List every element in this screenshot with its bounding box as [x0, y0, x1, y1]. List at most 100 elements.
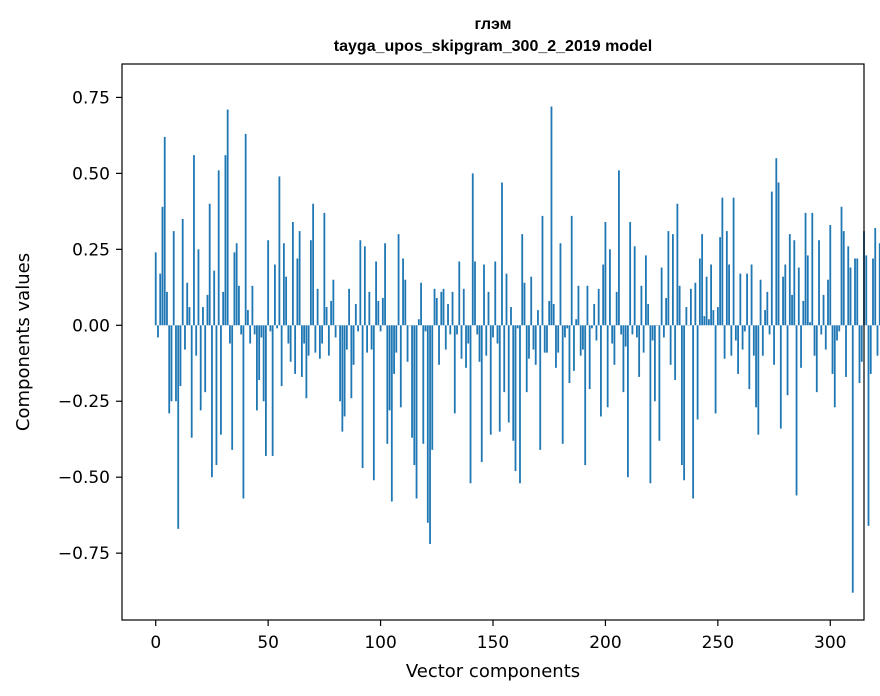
bar-119 — [422, 325, 425, 444]
bar-221 — [651, 325, 654, 341]
bar-166 — [528, 325, 530, 359]
bar-191 — [584, 325, 587, 466]
bar-173 — [543, 325, 546, 353]
bar-133 — [453, 325, 456, 414]
y-tick-label: 0.25 — [72, 240, 110, 260]
bar-189 — [579, 325, 582, 356]
bar-156 — [505, 273, 508, 326]
bar-281 — [786, 325, 789, 396]
bar-3 — [161, 206, 164, 326]
y-axis-ticks: −0.75 −0.50 −0.25 0.00 0.25 0.50 0.75 — [58, 88, 122, 564]
bar-33 — [229, 325, 231, 344]
bar-103 — [386, 325, 389, 444]
y-axis-label: Components values — [13, 253, 34, 431]
bar-143 — [476, 325, 479, 335]
bar-120 — [424, 325, 427, 332]
bar-125 — [435, 297, 438, 326]
bar-206 — [618, 170, 620, 326]
bar-65 — [300, 325, 303, 377]
bar-258 — [734, 325, 737, 341]
bar-272 — [766, 291, 769, 326]
bar-239 — [692, 325, 695, 499]
bar-36 — [235, 243, 238, 326]
x-tick-label: 300 — [814, 633, 846, 653]
bar-197 — [597, 288, 600, 326]
bar-274 — [770, 191, 773, 326]
bar-245 — [705, 276, 708, 326]
bar-321 — [876, 325, 879, 356]
bar-72 — [316, 288, 319, 326]
bar-157 — [507, 325, 510, 423]
bar-131 — [449, 325, 452, 335]
bar-79 — [332, 279, 335, 326]
bar-311 — [854, 258, 856, 326]
bar-218 — [645, 255, 647, 326]
bar-308 — [847, 246, 850, 326]
bar-96 — [370, 325, 373, 350]
bar-146 — [483, 264, 485, 326]
bar-280 — [784, 264, 787, 326]
bar-192 — [586, 285, 589, 326]
bar-44 — [253, 325, 256, 335]
bar-40 — [244, 133, 247, 326]
bar-162 — [519, 325, 521, 484]
x-tick-label: 50 — [257, 633, 279, 653]
bar-67 — [305, 325, 308, 399]
y-tick-label: −0.75 — [58, 544, 110, 564]
bar-305 — [840, 206, 843, 326]
bar-58 — [285, 276, 288, 326]
bar-320 — [874, 228, 877, 326]
bar-290 — [806, 255, 809, 326]
bar-56 — [280, 325, 283, 387]
bar-202 — [609, 249, 611, 326]
bar-4 — [163, 136, 166, 326]
bar-144 — [478, 325, 481, 362]
bar-282 — [788, 234, 791, 326]
bar-101 — [381, 297, 384, 326]
bar-55 — [278, 176, 281, 326]
bar-300 — [829, 225, 832, 326]
bar-275 — [773, 325, 775, 365]
bar-129 — [444, 325, 447, 350]
bar-195 — [593, 304, 596, 326]
bar-118 — [420, 282, 422, 326]
bar-75 — [323, 212, 326, 326]
bar-76 — [325, 307, 328, 326]
bar-176 — [550, 106, 553, 326]
bar-171 — [539, 325, 542, 450]
bar-45 — [256, 325, 258, 411]
bar-155 — [503, 325, 506, 393]
plot-frame — [121, 63, 865, 621]
bar-99 — [377, 300, 380, 326]
bar-219 — [647, 304, 650, 326]
bar-109 — [399, 325, 402, 408]
bar-18 — [195, 325, 198, 356]
bar-147 — [485, 325, 488, 356]
chart-title-line1: глэм — [475, 16, 512, 33]
bar-163 — [521, 234, 524, 326]
bar-117 — [417, 319, 420, 326]
bar-306 — [842, 231, 845, 326]
bar-60 — [289, 325, 292, 362]
bar-61 — [291, 221, 294, 326]
bar-286 — [797, 267, 800, 326]
bar-271 — [764, 310, 766, 326]
bar-140 — [469, 325, 472, 484]
bar-95 — [368, 291, 371, 326]
bar-267 — [755, 325, 757, 408]
bar-35 — [233, 252, 236, 326]
bar-292 — [811, 212, 814, 326]
bar-293 — [813, 325, 816, 356]
bar-28 — [217, 170, 220, 326]
bar-187 — [575, 319, 578, 326]
bar-68 — [307, 325, 310, 356]
bar-69 — [309, 240, 312, 326]
bar-288 — [802, 300, 805, 326]
bar-284 — [793, 240, 796, 326]
bar-98 — [375, 261, 377, 326]
bar-212 — [631, 325, 634, 335]
bar-22 — [204, 325, 207, 393]
bar-216 — [640, 285, 643, 326]
bar-289 — [804, 212, 807, 326]
